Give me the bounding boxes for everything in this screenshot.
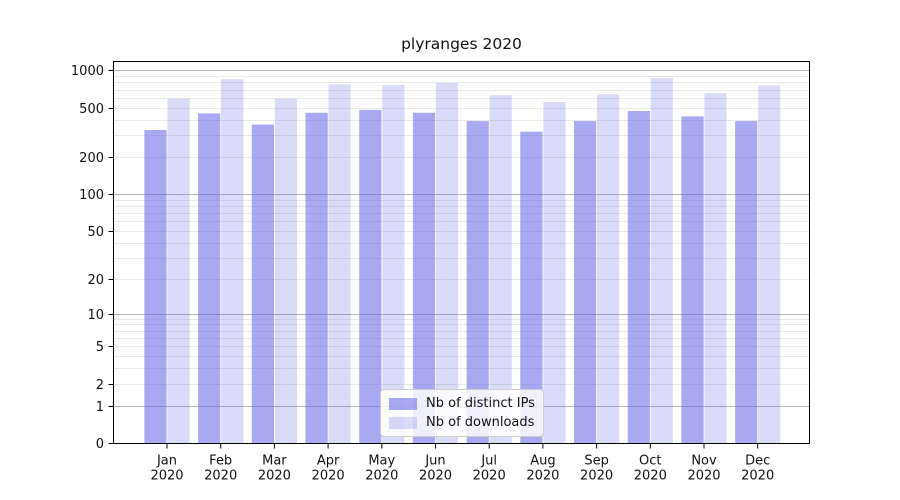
- legend-item-distinct-ips: Nb of distinct IPs: [389, 396, 535, 411]
- y-tick-label-5: 5: [96, 340, 104, 355]
- bar-ips-jun: [412, 112, 436, 445]
- y-tick-label-100: 100: [79, 188, 104, 203]
- x-tick-label-year-may: 2020: [365, 469, 398, 484]
- y-tick-label-500: 500: [79, 102, 104, 117]
- x-tick-label-month-apr: Apr: [317, 454, 340, 469]
- x-tick-label-month-jun: Jun: [424, 454, 445, 469]
- x-tick-label-month-dec: Dec: [745, 454, 770, 469]
- x-tick-label-month-jul: Jul: [480, 454, 497, 469]
- x-tick-label-year-jul: 2020: [473, 469, 506, 484]
- bar-downloads-dec: [758, 85, 781, 444]
- y-tick-label-50: 50: [87, 225, 104, 240]
- y-tick-label-200: 200: [79, 151, 104, 166]
- x-tick-label-year-nov: 2020: [687, 469, 720, 484]
- legend-swatch-downloads: [389, 416, 417, 429]
- x-tick-label-month-may: May: [368, 454, 395, 469]
- bar-downloads-jan: [167, 98, 190, 445]
- y-tick-label-2: 2: [96, 378, 104, 393]
- y-tick-label-20: 20: [87, 273, 104, 288]
- bar-ips-oct: [627, 111, 650, 444]
- x-tick-label-year-dec: 2020: [741, 469, 774, 484]
- bar-downloads-mar: [274, 98, 297, 445]
- x-tick-label-month-nov: Nov: [691, 454, 717, 469]
- chart-title: plyranges 2020: [401, 35, 522, 53]
- bar-ips-dec: [735, 121, 758, 444]
- x-tick-label-year-jan: 2020: [150, 469, 183, 484]
- bar-ips-may: [359, 109, 382, 445]
- bar-downloads-feb: [221, 79, 244, 444]
- bar-ips-mar: [251, 124, 274, 444]
- bar-ips-feb: [198, 113, 221, 445]
- x-tick-label-month-jan: Jan: [156, 454, 177, 469]
- legend-label-ips: Nb of distinct IPs: [426, 396, 535, 411]
- x-tick-label-year-mar: 2020: [258, 469, 291, 484]
- bar-ips-sep: [574, 121, 597, 444]
- bar-downloads-jun: [435, 83, 459, 444]
- x-tick-label-year-feb: 2020: [204, 469, 237, 484]
- x-tick-label-month-oct: Oct: [639, 454, 661, 469]
- bar-ips-aug: [520, 131, 543, 444]
- bar-downloads-aug: [543, 102, 566, 444]
- legend-swatch-ips: [389, 397, 417, 410]
- y-tick-label-1: 1: [96, 400, 104, 415]
- bar-downloads-jul: [489, 95, 512, 444]
- x-tick-label-year-jun: 2020: [419, 469, 452, 484]
- x-tick-label-month-sep: Sep: [584, 454, 609, 469]
- bar-downloads-sep: [597, 94, 620, 445]
- x-tick-label-year-apr: 2020: [312, 469, 345, 484]
- legend-label-downloads: Nb of downloads: [426, 415, 535, 430]
- x-tick-label-year-aug: 2020: [526, 469, 559, 484]
- x-tick-label-year-sep: 2020: [580, 469, 613, 484]
- x-tick-label-year-oct: 2020: [634, 469, 667, 484]
- bar-downloads-oct: [650, 78, 673, 444]
- plot-border: [113, 61, 810, 444]
- x-tick-label-month-feb: Feb: [209, 454, 232, 469]
- y-tick-label-1000: 1000: [71, 64, 104, 79]
- bar-ips-jan: [144, 130, 167, 444]
- y-tick-label-0: 0: [96, 437, 104, 452]
- bar-downloads-apr: [328, 84, 351, 445]
- legend-item-downloads: Nb of downloads: [389, 415, 535, 430]
- bar-ips-nov: [681, 116, 704, 445]
- y-tick-label-10: 10: [87, 308, 104, 323]
- legend: Nb of distinct IPs Nb of downloads: [380, 389, 544, 437]
- bar-ips-apr: [305, 112, 328, 445]
- x-tick-label-month-mar: Mar: [262, 454, 287, 469]
- bar-downloads-nov: [704, 93, 727, 444]
- bar-ips-jul: [466, 121, 489, 444]
- bar-downloads-may: [382, 84, 405, 445]
- x-tick-label-month-aug: Aug: [530, 454, 555, 469]
